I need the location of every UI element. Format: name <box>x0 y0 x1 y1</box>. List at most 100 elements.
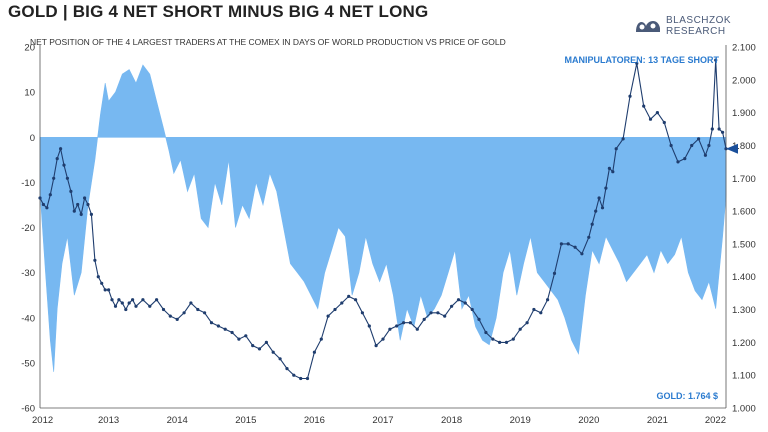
left-tick-label: -50 <box>21 358 35 369</box>
gold-price-point <box>155 298 159 302</box>
gold-price-point <box>587 235 591 239</box>
gold-price-point <box>223 327 227 331</box>
logo-text-line1: BLASCHZOK <box>666 15 732 26</box>
gold-price-point <box>168 314 172 318</box>
right-tick-label: 1.400 <box>732 272 756 283</box>
gold-price-point <box>566 242 570 246</box>
gold-price-point <box>600 206 605 210</box>
gold-price-point <box>518 327 522 331</box>
gold-price-point <box>669 143 673 148</box>
gold-price-point <box>604 186 608 190</box>
gold-price-point <box>244 334 248 338</box>
gold-price-point <box>456 298 461 302</box>
gold-price-point <box>546 298 550 302</box>
gold-price-point <box>484 330 488 335</box>
gold-price-point <box>635 61 639 65</box>
gold-price-point <box>611 170 615 174</box>
gold-price-point <box>292 373 296 377</box>
gold-price-point <box>312 350 316 354</box>
gold-price-point <box>621 137 625 141</box>
gold-price-point <box>333 307 337 312</box>
gold-price-point <box>648 117 653 121</box>
gold-price-point <box>120 301 124 305</box>
x-tick-label: 2016 <box>304 415 325 426</box>
gold-price-point <box>422 317 426 321</box>
x-tick-label: 2017 <box>372 415 393 426</box>
annotation-manipulators: MANIPULATOREN: 13 TAGE SHORT <box>564 55 719 65</box>
gold-price-point <box>264 340 268 344</box>
gold-price-point <box>175 317 179 321</box>
gold-price-point <box>65 176 69 180</box>
gold-price-point <box>79 212 83 216</box>
right-tick-label: 1.600 <box>732 207 756 218</box>
left-tick-label: -10 <box>21 178 35 189</box>
gold-price-point <box>597 196 601 200</box>
gold-price-point <box>395 324 399 328</box>
gold-price-point <box>117 298 121 302</box>
x-tick-label: 2013 <box>98 415 119 426</box>
right-tick-label: 2.100 <box>732 43 756 54</box>
gold-price-point <box>319 337 323 341</box>
gold-price-point <box>127 301 131 305</box>
gold-price-point <box>504 340 509 344</box>
left-tick-label: -40 <box>21 313 35 324</box>
x-tick-label: 2015 <box>235 415 256 426</box>
gold-price-point <box>251 344 255 348</box>
gold-price-point <box>360 311 364 315</box>
gold-price-point <box>131 298 135 302</box>
gold-price-point <box>408 321 412 325</box>
x-tick-label: 2022 <box>705 415 726 426</box>
gold-price-point <box>299 376 303 381</box>
gold-price-point <box>628 94 632 98</box>
gold-price-point <box>141 298 145 302</box>
gold-price-point <box>614 147 618 151</box>
left-tick-label: 10 <box>24 88 35 99</box>
gold-price-point <box>76 202 80 207</box>
gold-price-line <box>38 58 728 381</box>
gold-price-point <box>721 130 725 134</box>
gold-price-point <box>683 157 687 161</box>
gold-price-point <box>697 137 701 141</box>
right-tick-label: 1.700 <box>732 174 756 185</box>
gold-price-point <box>326 314 330 318</box>
gold-price-point <box>690 143 694 148</box>
gold-price-point <box>69 189 73 193</box>
gold-price-point <box>203 311 207 315</box>
gold-price-point <box>285 367 289 371</box>
gold-price-point <box>182 311 186 315</box>
gold-price-point <box>96 275 100 279</box>
left-tick-label: -30 <box>21 268 35 279</box>
gold-price-point <box>559 242 564 246</box>
gold-price-point <box>113 304 118 308</box>
x-tick-label: 2019 <box>510 415 531 426</box>
gold-price-point <box>539 311 543 315</box>
gold-price-point <box>257 347 262 351</box>
gold-price-point <box>662 120 666 125</box>
gold-price-point <box>100 281 104 285</box>
gold-price-point <box>580 252 584 256</box>
area-fill <box>39 64 727 372</box>
gold-price-point <box>62 163 66 167</box>
brand-logo: BLASCHZOK RESEARCH <box>634 14 759 44</box>
logo-icon <box>636 21 660 32</box>
gold-price-point <box>655 111 660 115</box>
gold-price-point <box>93 258 97 262</box>
gold-price-point <box>38 196 42 200</box>
gold-price-point <box>59 147 63 151</box>
gold-price-point <box>189 301 193 305</box>
gold-price-point <box>278 357 282 361</box>
gold-price-point <box>498 340 502 344</box>
gold-price-point <box>196 307 200 312</box>
right-tick-label: 1.500 <box>732 239 756 250</box>
gold-price-point <box>450 304 454 308</box>
left-tick-label: 0 <box>30 133 35 144</box>
gold-price-point <box>48 193 52 197</box>
x-tick-label: 2014 <box>167 415 188 426</box>
gold-price-point <box>45 206 49 210</box>
gold-price-point <box>532 307 536 312</box>
gold-price-point <box>463 301 467 305</box>
x-tick-label: 2021 <box>647 415 668 426</box>
gold-price-point <box>594 209 598 213</box>
gold-price-point <box>710 127 714 131</box>
